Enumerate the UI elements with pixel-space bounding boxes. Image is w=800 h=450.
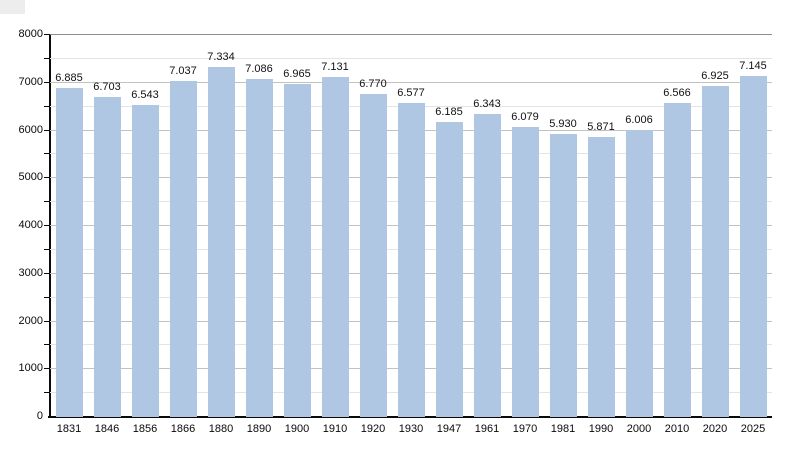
- bar-value-label-2020: 6.925: [701, 70, 729, 83]
- bar-1846: [93, 96, 121, 417]
- y-tick-mark-7000: [44, 81, 49, 83]
- x-axis-line: [48, 416, 772, 418]
- bar-1900: [283, 84, 311, 417]
- y-tick-mark-5000: [44, 177, 49, 179]
- bar-value-label-1880: 7.334: [207, 50, 235, 63]
- bar-1961: [473, 114, 501, 417]
- y-tick-label-0: 0: [36, 410, 43, 422]
- x-tick-label-1910: 1910: [322, 423, 348, 435]
- x-tick-label-2000: 2000: [626, 423, 652, 435]
- y-tick-mark-1500: [44, 344, 49, 346]
- y-tick-mark-3000: [44, 272, 49, 274]
- bar-value-label-1920: 6.770: [359, 77, 387, 90]
- y-axis-line: [49, 34, 51, 418]
- bar-1866: [169, 80, 197, 417]
- y-tick-mark-3500: [44, 248, 49, 250]
- bar-2010: [663, 103, 691, 417]
- x-tick-label-1900: 1900: [284, 423, 310, 435]
- bar-1856: [131, 104, 159, 417]
- bar-1910: [321, 76, 349, 417]
- x-tick-label-1990: 1990: [588, 423, 614, 435]
- y-tick-mark-6500: [44, 105, 49, 107]
- y-tick-label-7000: 7000: [18, 75, 43, 88]
- bar-value-label-1831: 6.885: [55, 72, 83, 85]
- x-tick-label-1930: 1930: [398, 423, 424, 435]
- bar-value-label-2010: 6.566: [663, 87, 691, 100]
- gridline-7500: [50, 57, 772, 59]
- bar-value-label-1930: 6.577: [397, 86, 425, 99]
- plot-area: 0 1000 2000 3000 4000 5000 6000 7000 8000 6.885 18…: [19, 28, 772, 435]
- x-tick-label-1970: 1970: [512, 423, 538, 435]
- bar-1831: [55, 88, 83, 417]
- x-tick-label-1831: 1831: [56, 423, 82, 435]
- bar-1890: [245, 78, 273, 417]
- bar-value-label-2025: 7.145: [739, 59, 767, 72]
- bar-value-label-1846: 6.703: [93, 80, 121, 93]
- bar-value-label-1910: 7.131: [321, 60, 349, 73]
- bar-2000: [625, 130, 653, 417]
- bar-value-label-1866: 7.037: [169, 64, 197, 77]
- y-tick-label-8000: 8000: [18, 28, 43, 40]
- x-tick-label-1846: 1846: [94, 423, 120, 435]
- bar-value-label-1970: 6.079: [511, 110, 539, 123]
- y-tick-mark-1000: [44, 368, 49, 370]
- bar-1947: [435, 121, 463, 417]
- y-tick-label-4000: 4000: [18, 219, 43, 231]
- bar-1930: [397, 102, 425, 417]
- y-tick-mark-6000: [44, 129, 49, 131]
- bar-1981: [549, 133, 577, 417]
- gridline-7000: [50, 81, 772, 83]
- y-tick-mark-7500: [44, 57, 49, 59]
- bar-value-label-1961: 6.343: [473, 98, 501, 111]
- bar-value-label-1947: 6.185: [435, 105, 463, 118]
- bar-1880: [207, 66, 235, 417]
- y-tick-label-5000: 5000: [18, 171, 43, 184]
- bar-value-label-1990: 5.871: [587, 120, 615, 133]
- x-tick-label-2020: 2020: [702, 423, 728, 435]
- bar-1990: [587, 136, 615, 417]
- x-tick-label-2010: 2010: [664, 423, 690, 435]
- x-tick-label-2025: 2025: [740, 423, 766, 435]
- x-tick-label-1866: 1866: [170, 423, 196, 435]
- y-tick-mark-8000: [44, 34, 49, 35]
- x-tick-label-1961: 1961: [474, 423, 500, 435]
- y-tick-mark-5500: [44, 153, 49, 155]
- x-tick-label-1947: 1947: [436, 423, 462, 435]
- y-tick-mark-2000: [44, 320, 49, 322]
- y-tick-label-3000: 3000: [18, 266, 43, 279]
- bar-value-label-1890: 7.086: [245, 62, 273, 75]
- bar-2020: [701, 86, 729, 417]
- x-tick-label-1880: 1880: [208, 423, 234, 435]
- corner-artifact: [0, 0, 25, 14]
- x-tick-label-1890: 1890: [246, 423, 272, 435]
- y-tick-label-6000: 6000: [18, 123, 43, 136]
- bar-value-label-2000: 6.006: [625, 114, 653, 127]
- gridline-8000: [50, 34, 772, 35]
- bar-1970: [511, 126, 539, 417]
- x-tick-label-1856: 1856: [132, 423, 158, 435]
- y-tick-mark-4500: [44, 201, 49, 203]
- bar-value-label-1856: 6.543: [131, 88, 159, 101]
- x-tick-label-1981: 1981: [550, 423, 576, 435]
- bar-value-label-1981: 5.930: [549, 117, 577, 130]
- bar-value-label-1900: 6.965: [283, 68, 311, 81]
- y-tick-label-2000: 2000: [18, 314, 43, 327]
- bar-1920: [359, 93, 387, 417]
- y-tick-mark-2500: [44, 296, 49, 298]
- y-tick-mark-4000: [44, 225, 49, 226]
- x-tick-label-1920: 1920: [360, 423, 386, 435]
- bar-2025: [739, 75, 767, 417]
- y-tick-mark-500: [44, 392, 49, 394]
- y-tick-label-1000: 1000: [18, 362, 43, 375]
